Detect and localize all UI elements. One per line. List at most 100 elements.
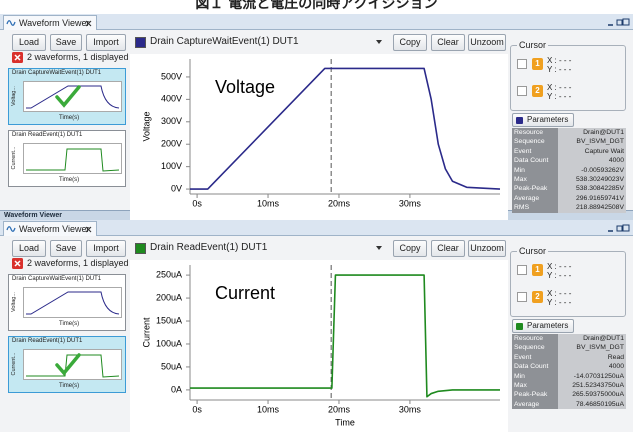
waveform bbox=[190, 274, 500, 398]
param-name: Resource bbox=[512, 334, 558, 344]
divider-label: Waveform Viewer bbox=[4, 212, 62, 219]
thumbnail-title: Drain CaptureWaitEvent(1) DUT1 bbox=[12, 70, 102, 76]
check-icon bbox=[55, 353, 81, 376]
action-button[interactable]: Unzoom bbox=[468, 240, 506, 257]
toolbar-button[interactable]: Import bbox=[86, 240, 126, 257]
param-value: 265.59375000uA bbox=[558, 390, 626, 400]
status-icon bbox=[12, 258, 23, 269]
param-name: Min bbox=[512, 371, 558, 381]
y-tick-label: 200V bbox=[161, 139, 182, 149]
thumb-wave bbox=[26, 354, 120, 378]
param-value: -14.07031250uA bbox=[558, 371, 626, 381]
param-value: BV_ISVM_DGT bbox=[558, 137, 626, 147]
cursor-marker: 2 bbox=[532, 291, 543, 303]
thumbnail[interactable]: Drain ReadEvent(1) DUT1 Current... Time(s) bbox=[8, 130, 126, 187]
parameters-title: Parameters bbox=[527, 321, 569, 330]
action-button[interactable]: Copy bbox=[393, 34, 427, 51]
param-name: Event bbox=[512, 146, 558, 157]
x-tick-label: 30ms bbox=[399, 404, 422, 414]
cursor-marker: 1 bbox=[532, 58, 543, 70]
thumbnail-ylabel: Current... bbox=[11, 146, 17, 170]
x-tick-label: 0s bbox=[192, 198, 202, 208]
status-text: 2 waveforms, 1 displayed bbox=[27, 258, 129, 268]
thumbnail-title: Drain ReadEvent(1) DUT1 bbox=[12, 132, 83, 138]
thumb-frame bbox=[23, 287, 122, 318]
y-tick-label: 0V bbox=[171, 183, 182, 193]
waveform-select[interactable]: Drain ReadEvent(1) DUT1 bbox=[133, 240, 388, 257]
error-x bbox=[14, 260, 21, 267]
toolbar-button[interactable]: Load bbox=[12, 34, 46, 51]
x-tick-label: 10ms bbox=[257, 404, 280, 414]
arrow bbox=[376, 246, 382, 250]
toolbar-button[interactable]: Save bbox=[50, 34, 82, 51]
param-value: 538.30249023V bbox=[558, 175, 626, 185]
thumbnail-xlabel: Time(s) bbox=[59, 115, 80, 121]
action-button[interactable]: Clear bbox=[431, 34, 465, 51]
tab-bar: Waveform Viewer bbox=[0, 220, 633, 236]
param-value: 4000 bbox=[558, 156, 626, 166]
color-swatch bbox=[135, 243, 146, 254]
parameters-button[interactable]: Parameters bbox=[512, 113, 574, 127]
toolbar-button[interactable]: Load bbox=[12, 240, 46, 257]
thumb-wave bbox=[26, 291, 120, 315]
y-tick-label: 100uA bbox=[156, 338, 182, 348]
action-button[interactable]: Copy bbox=[393, 240, 427, 257]
waveform-select[interactable]: Drain CaptureWaitEvent(1) DUT1 bbox=[133, 34, 388, 51]
cursor-checkbox[interactable] bbox=[517, 265, 527, 275]
cursor-title: Cursor bbox=[517, 246, 549, 256]
restore bbox=[616, 225, 623, 232]
waveform-panel: Waveform Viewer Load Save Import Copy Clear Un… bbox=[0, 14, 633, 226]
arrow bbox=[376, 40, 382, 44]
cursor-x: X : - - - bbox=[547, 262, 572, 271]
tab-icons bbox=[6, 20, 92, 27]
thumbnail[interactable]: Drain CaptureWaitEvent(1) DUT1 Voltag... T… bbox=[8, 68, 126, 125]
dropdown-arrow bbox=[376, 246, 382, 250]
param-name: Peak-Peak bbox=[512, 184, 558, 194]
param-name: Min bbox=[512, 165, 558, 175]
thumbnail[interactable]: Drain CaptureWaitEvent(1) DUT1 Voltag... T… bbox=[8, 274, 126, 331]
cursor-x: X : - - - bbox=[547, 56, 572, 65]
tab[interactable]: Waveform Viewer bbox=[3, 221, 97, 236]
waveform bbox=[190, 67, 501, 190]
tab[interactable]: Waveform Viewer bbox=[3, 15, 97, 30]
thumbnail[interactable]: Drain ReadEvent(1) DUT1 Current... Time(s) bbox=[8, 336, 126, 393]
param-value: 218.88942508V bbox=[558, 203, 626, 213]
action-button[interactable]: Clear bbox=[431, 240, 465, 257]
param-name: Data Count bbox=[512, 156, 558, 166]
cursor-checkbox[interactable] bbox=[517, 59, 527, 69]
param-value: Drain@DUT1 bbox=[558, 128, 626, 138]
thumb-frame bbox=[23, 143, 122, 174]
toolbar-button[interactable]: Import bbox=[86, 34, 126, 51]
annotation: Voltage bbox=[215, 77, 275, 97]
thumbnail-plot bbox=[23, 81, 122, 112]
parameters-button[interactable]: Parameters bbox=[512, 319, 574, 333]
cursor-checkbox[interactable] bbox=[517, 292, 527, 302]
chart: 0V 100V 200V 300V 400V 500V 0s 10ms 20ms 30ms Volt… bbox=[130, 54, 508, 226]
annotation: Current bbox=[215, 283, 275, 303]
param-value: Read bbox=[558, 352, 626, 363]
cursor-marker: 2 bbox=[532, 85, 543, 97]
thumbnail-xlabel: Time(s) bbox=[59, 383, 80, 389]
tab-bar: Waveform Viewer bbox=[0, 14, 633, 30]
thumb-wave bbox=[26, 148, 120, 172]
chart-bg bbox=[130, 260, 508, 432]
action-button[interactable]: Unzoom bbox=[468, 34, 506, 51]
param-name: Average bbox=[512, 399, 558, 410]
thumbnail-title: Drain ReadEvent(1) DUT1 bbox=[12, 338, 83, 344]
cursor-checkbox[interactable] bbox=[517, 86, 527, 96]
x-tick-label: 30ms bbox=[399, 198, 422, 208]
parameters-swatch bbox=[516, 323, 523, 330]
x-tick-label: 20ms bbox=[328, 198, 351, 208]
toolbar-button[interactable]: Save bbox=[50, 240, 82, 257]
status-icon bbox=[12, 52, 23, 63]
page-title: 図１ 電流と電圧の同時アクイジション bbox=[195, 0, 438, 12]
y-tick-label: 50uA bbox=[161, 361, 182, 371]
param-value: 251.52343750uA bbox=[558, 381, 626, 391]
param-name: RMS bbox=[512, 203, 558, 213]
window-icons bbox=[608, 224, 630, 232]
chart: 0A 50uA 100uA 150uA 200uA 250uA 0s 10ms 20ms 30ms… bbox=[130, 260, 508, 432]
restore bbox=[616, 19, 623, 26]
